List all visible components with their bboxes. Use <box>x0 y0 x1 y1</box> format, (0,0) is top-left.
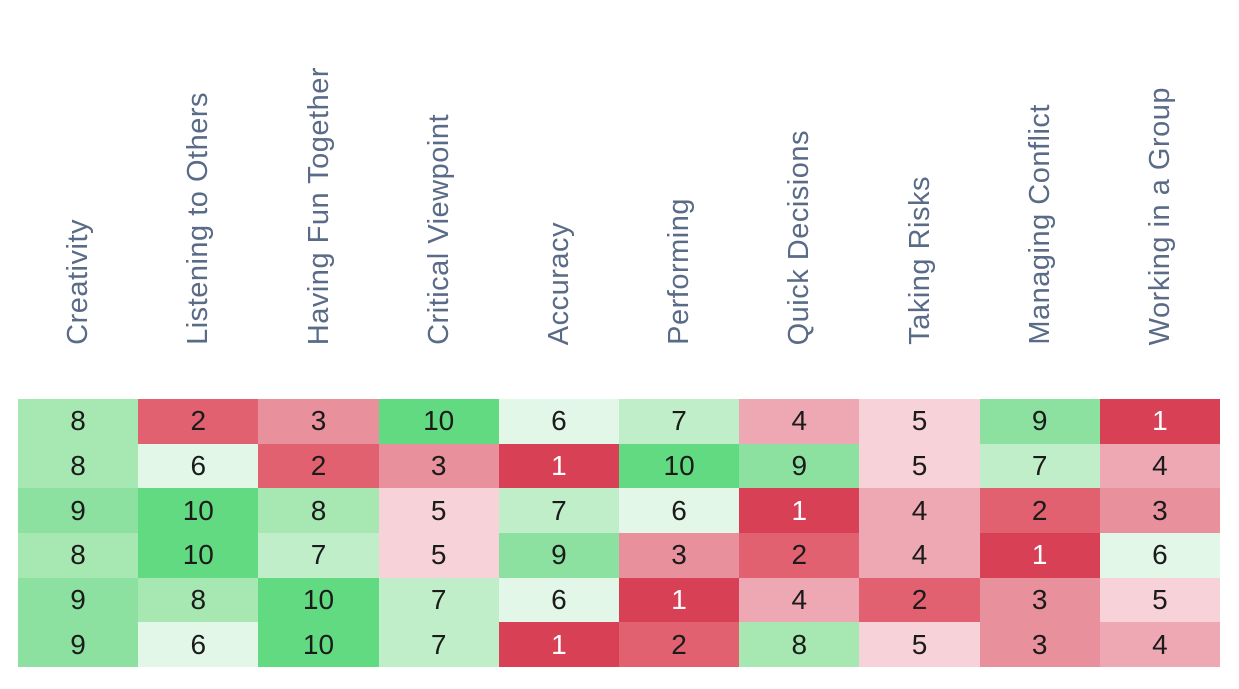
heatmap-cell-r6-c9: 3 <box>979 622 1100 667</box>
heatmap-cell-r4-c1: 8 <box>18 533 139 578</box>
heatmap-cell-r1-c5: 6 <box>498 399 619 444</box>
column-header-2: Listening to Others <box>138 0 258 399</box>
heatmap-cell-r2-c10: 4 <box>1099 443 1220 489</box>
column-header-6: Performing <box>619 0 739 399</box>
heatmap-cell-r4-c4: 5 <box>378 533 499 578</box>
column-header-label: Having Fun Together <box>302 66 335 345</box>
heatmap-cell-r5-c4: 7 <box>378 577 499 623</box>
heatmap-cell-r1-c10: 1 <box>1099 399 1220 444</box>
heatmap-grid: 8 2 3 10 6 7 4 5 9 1 8 6 2 3 1 10 9 5 7 4 9 10 8 5 7 6 1 4 2 3 8 10 7 5 9 3… <box>18 399 1220 667</box>
heatmap-cell-r4-c9: 1 <box>979 533 1100 578</box>
heatmap-cell-r6-c2: 6 <box>138 622 259 667</box>
heatmap-cell-r3-c9: 2 <box>979 488 1100 533</box>
heatmap-cell-r4-c2: 10 <box>138 533 259 578</box>
column-header-label: Performing <box>663 198 696 345</box>
column-header-3: Having Fun Together <box>258 0 378 399</box>
heatmap-cell-r4-c8: 4 <box>859 533 980 578</box>
heatmap-cell-r4-c7: 2 <box>739 533 860 578</box>
heatmap-cell-r5-c10: 5 <box>1099 577 1220 623</box>
column-header-8: Taking Risks <box>859 0 979 399</box>
heatmap-cell-r4-c10: 6 <box>1099 533 1220 578</box>
heatmap-cell-r6-c4: 7 <box>378 622 499 667</box>
column-header-10: Working in a Group <box>1100 0 1220 399</box>
column-header-label: Working in a Group <box>1143 86 1176 345</box>
heatmap-cell-r1-c9: 9 <box>979 399 1100 444</box>
heatmap-cell-r4-c3: 7 <box>258 533 379 578</box>
heatmap-cell-r1-c4: 10 <box>378 399 499 444</box>
heatmap-cell-r3-c3: 8 <box>258 488 379 533</box>
column-header-label: Accuracy <box>542 221 575 345</box>
heatmap-cell-r1-c6: 7 <box>618 399 740 444</box>
heatmap-cell-r2-c8: 5 <box>859 443 980 489</box>
heatmap-cell-r1-c1: 8 <box>18 399 139 444</box>
heatmap-cell-r2-c2: 6 <box>138 443 259 489</box>
column-header-label: Critical Viewpoint <box>422 114 455 345</box>
heatmap-cell-r2-c6: 10 <box>618 443 740 489</box>
heatmap-cell-r3-c10: 3 <box>1099 488 1220 533</box>
heatmap-cell-r2-c5: 1 <box>498 443 619 489</box>
column-headers: Creativity Listening to Others Having Fun … <box>18 0 1220 399</box>
heatmap-cell-r1-c3: 3 <box>258 399 379 444</box>
heatmap-cell-r2-c9: 7 <box>979 443 1100 489</box>
heatmap-cell-r2-c3: 2 <box>258 443 379 489</box>
column-header-label: Creativity <box>62 219 95 345</box>
column-header-label: Quick Decisions <box>783 129 816 345</box>
heatmap-cell-r5-c3: 10 <box>258 577 379 623</box>
column-header-5: Accuracy <box>499 0 619 399</box>
heatmap-cell-r1-c8: 5 <box>859 399 980 444</box>
heatmap-cell-r3-c5: 7 <box>498 488 619 533</box>
heatmap-cell-r5-c5: 6 <box>498 577 619 623</box>
heatmap-cell-r2-c7: 9 <box>739 443 860 489</box>
heatmap-cell-r2-c1: 8 <box>18 443 139 489</box>
heatmap-cell-r6-c10: 4 <box>1099 622 1220 667</box>
column-header-7: Quick Decisions <box>739 0 859 399</box>
column-header-label: Managing Conflict <box>1023 104 1056 345</box>
heatmap-cell-r6-c6: 2 <box>618 622 740 667</box>
heatmap-cell-r3-c2: 10 <box>138 488 259 533</box>
heatmap-cell-r3-c4: 5 <box>378 488 499 533</box>
heatmap-cell-r5-c1: 9 <box>18 577 139 623</box>
column-header-1: Creativity <box>18 0 138 399</box>
heatmap-cell-r4-c5: 9 <box>498 533 619 578</box>
heatmap-cell-r6-c1: 9 <box>18 622 139 667</box>
column-header-label: Listening to Others <box>182 92 215 345</box>
heatmap-cell-r3-c6: 6 <box>618 488 740 533</box>
heatmap-cell-r6-c8: 5 <box>859 622 980 667</box>
heatmap-cell-r5-c2: 8 <box>138 577 259 623</box>
heatmap-cell-r3-c1: 9 <box>18 488 139 533</box>
heatmap-cell-r1-c7: 4 <box>739 399 860 444</box>
column-header-4: Critical Viewpoint <box>379 0 499 399</box>
heatmap-cell-r5-c7: 4 <box>739 577 860 623</box>
heatmap-cell-r1-c2: 2 <box>138 399 259 444</box>
column-header-9: Managing Conflict <box>980 0 1100 399</box>
heatmap-cell-r5-c8: 2 <box>859 577 980 623</box>
heatmap-cell-r3-c7: 1 <box>739 488 860 533</box>
heatmap-cell-r6-c5: 1 <box>498 622 619 667</box>
heatmap-cell-r5-c6: 1 <box>618 577 740 623</box>
heatmap-cell-r5-c9: 3 <box>979 577 1100 623</box>
column-header-label: Taking Risks <box>903 176 936 345</box>
heatmap-cell-r6-c3: 10 <box>258 622 379 667</box>
heatmap-cell-r6-c7: 8 <box>739 622 860 667</box>
heatmap-cell-r3-c8: 4 <box>859 488 980 533</box>
heatmap-cell-r2-c4: 3 <box>378 443 499 489</box>
heatmap-cell-r4-c6: 3 <box>618 533 740 578</box>
